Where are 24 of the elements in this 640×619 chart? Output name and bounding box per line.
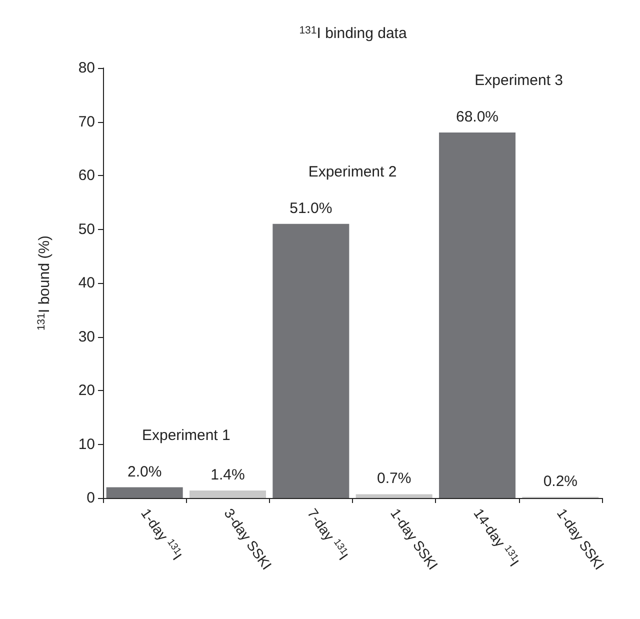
data-label: 0.7% <box>376 470 412 488</box>
annotation: Experiment 2 <box>308 163 397 180</box>
bar <box>272 224 350 498</box>
annotation: Experiment 1 <box>142 426 230 444</box>
y-tick-label: 0 <box>86 490 95 506</box>
data-label: 68.0% <box>456 108 499 126</box>
y-tick-label: 10 <box>78 436 95 453</box>
data-label: 0.2% <box>543 472 578 490</box>
bar <box>189 490 266 498</box>
y-tick-label: 70 <box>78 113 95 130</box>
y-tick-label: 50 <box>78 220 95 238</box>
y-tick-label: 60 <box>78 167 95 184</box>
bar <box>356 494 432 498</box>
y-tick-label: 20 <box>78 382 95 399</box>
y-tick-label: 30 <box>78 328 95 346</box>
y-tick-label: 40 <box>78 274 95 292</box>
data-label: 2.0% <box>127 463 162 480</box>
bar <box>106 487 183 498</box>
y-tick-label: 80 <box>78 60 95 76</box>
annotation: Experiment 3 <box>474 72 564 89</box>
data-label: 1.4% <box>210 466 245 484</box>
bar <box>438 132 516 498</box>
data-label: 51.0% <box>290 200 332 217</box>
y-axis-title: 131I bound (%) <box>36 235 53 331</box>
